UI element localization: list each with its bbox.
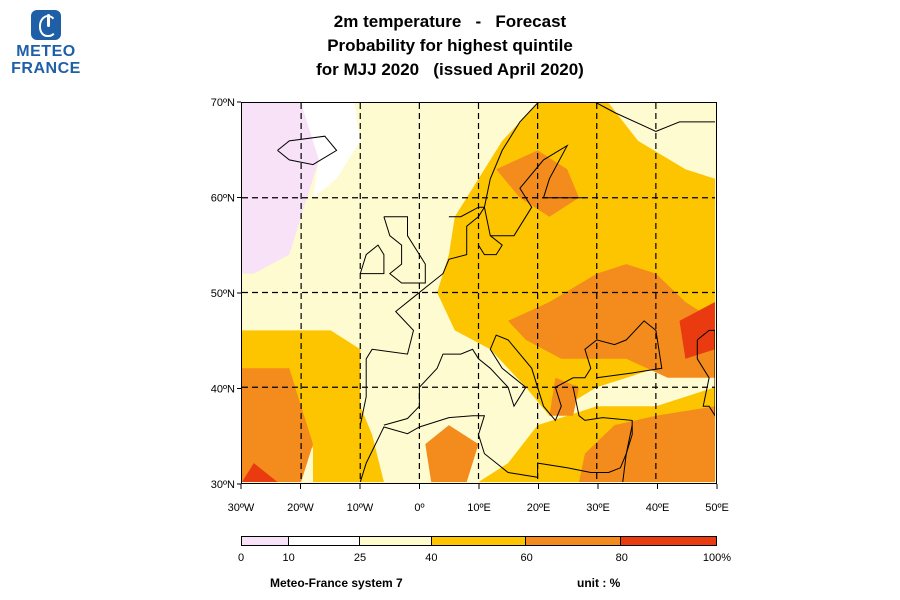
unit-label: unit : % (577, 576, 621, 590)
lon-label: 50ºE (705, 502, 729, 514)
legend-swatch (621, 537, 716, 545)
logo-line2: FRANCE (11, 60, 81, 77)
coast-ireland (359, 244, 385, 275)
coast-norway (448, 103, 715, 218)
legend-break-label: 0 (237, 552, 245, 564)
lon-label: 40ºE (646, 502, 670, 514)
lat-label: 30ºN (211, 479, 235, 491)
region-60-80-algeria (425, 425, 479, 482)
probability-regions (242, 103, 715, 482)
coast-uk (383, 216, 426, 284)
meteo-france-logo: METEO FRANCE (6, 10, 86, 77)
lat-lon-grid (242, 103, 715, 482)
map-title: 2m temperature - Forecast Probability fo… (230, 10, 670, 82)
region-10-25-north-atlantic (301, 103, 361, 198)
coast-iceland (277, 135, 338, 166)
legend-swatch (526, 537, 622, 545)
lat-label: 40ºN (211, 384, 235, 396)
coast-africa (359, 387, 633, 482)
title-line2: Probability for highest quintile (327, 36, 573, 55)
coast-levant (622, 424, 633, 482)
legend-break-label: 10 (282, 552, 295, 564)
region-0-10-atlantic (242, 103, 319, 274)
meteo-france-emblem-icon (31, 10, 61, 40)
coast-caspian (696, 329, 715, 417)
map-canvas (242, 103, 715, 482)
coast-mediterranean (383, 320, 663, 426)
lon-label: 30ºW (228, 502, 255, 514)
legend-break-label: 40 (425, 552, 438, 564)
lon-label: 10ºE (467, 502, 491, 514)
lat-label: 50ºN (211, 288, 235, 300)
model-name: Meteo-France system 7 (270, 576, 403, 590)
legend-break-label: 25 (353, 552, 367, 564)
title-line3: for MJJ 2020 (issued April 2020) (316, 60, 584, 79)
lon-label: 20ºE (527, 502, 551, 514)
region-40-60-canary (313, 396, 384, 482)
title-line1: 2m temperature - Forecast (333, 12, 567, 31)
logo-line1: METEO (16, 43, 76, 60)
color-legend (241, 536, 717, 546)
lat-label: 70ºN (211, 97, 235, 109)
legend-swatch (242, 537, 290, 545)
lon-label: 30ºE (586, 502, 610, 514)
legend-swatch (289, 537, 361, 545)
lat-label: 60ºN (211, 193, 235, 205)
legend-break-label: 80 (615, 552, 628, 564)
region-80-100-sw-corner (242, 463, 278, 482)
legend-break-label: 60 (520, 552, 533, 564)
lon-label: 20ºW (287, 502, 314, 514)
probability-map (241, 102, 717, 484)
legend-swatch (360, 537, 432, 545)
legend-swatch (431, 537, 527, 545)
region-60-80-atlantic-sw (242, 368, 313, 482)
region-60-80-middle-east (579, 406, 715, 482)
legend-break-label: 100% (702, 552, 732, 564)
region-80-100-caspian (679, 302, 715, 359)
lon-label: 10ºW (347, 502, 374, 514)
coast-atlantic-europe (359, 205, 503, 426)
lon-label: 0º (414, 502, 424, 514)
